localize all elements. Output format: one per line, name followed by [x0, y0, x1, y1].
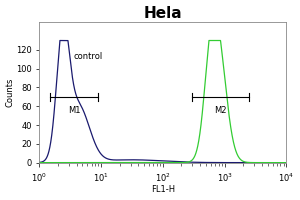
Y-axis label: Counts: Counts [6, 77, 15, 107]
X-axis label: FL1-H: FL1-H [151, 185, 175, 194]
Text: control: control [73, 52, 103, 61]
Text: M2: M2 [214, 106, 227, 115]
Text: M1: M1 [68, 106, 80, 115]
Title: Hela: Hela [143, 6, 182, 21]
